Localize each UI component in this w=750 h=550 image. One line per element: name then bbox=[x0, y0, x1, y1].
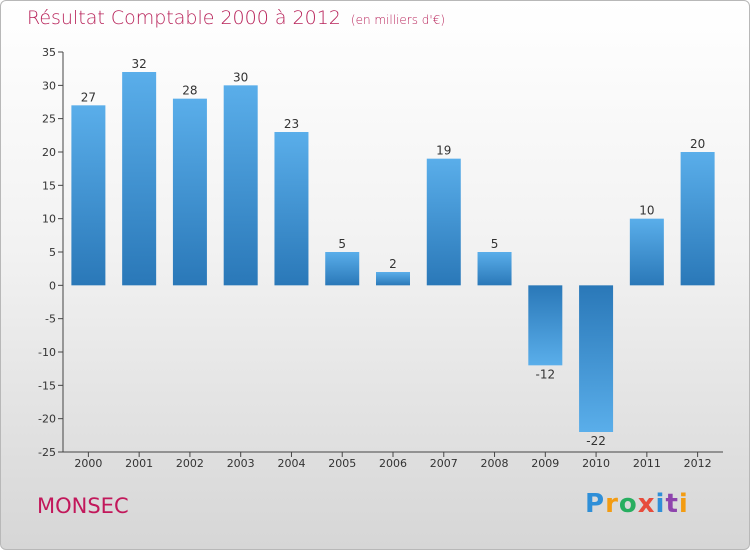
y-tick-label: -20 bbox=[38, 413, 56, 426]
bar bbox=[477, 252, 512, 286]
x-tick-label: 2005 bbox=[328, 457, 356, 470]
logo-letter: t bbox=[665, 489, 679, 519]
chart-bars bbox=[71, 72, 715, 432]
x-tick-label: 2001 bbox=[125, 457, 153, 470]
x-tick-label: 2010 bbox=[582, 457, 610, 470]
y-tick-label: -5 bbox=[45, 313, 56, 326]
bar bbox=[223, 85, 258, 286]
y-tick-label: -10 bbox=[38, 346, 56, 359]
data-label: 2 bbox=[389, 257, 397, 271]
x-tick-label: 2000 bbox=[74, 457, 102, 470]
x-tick-label: 2008 bbox=[481, 457, 509, 470]
data-label: 5 bbox=[491, 237, 499, 251]
logo-letter: i bbox=[678, 489, 689, 519]
x-tick-label: 2012 bbox=[684, 457, 712, 470]
x-tick-label: 2002 bbox=[176, 457, 204, 470]
x-tick-label: 2007 bbox=[430, 457, 458, 470]
x-tick-label: 2011 bbox=[633, 457, 661, 470]
chart-title: Résultat Comptable 2000 à 2012 (en millie… bbox=[27, 7, 445, 29]
x-tick-label: 2006 bbox=[379, 457, 407, 470]
bar bbox=[680, 152, 715, 286]
data-label: 28 bbox=[182, 84, 197, 98]
data-label: 19 bbox=[436, 144, 451, 158]
y-tick-label: 30 bbox=[42, 79, 56, 92]
y-tick-label: 0 bbox=[49, 279, 56, 292]
logo-letter: i bbox=[655, 489, 666, 519]
data-label: -22 bbox=[586, 434, 606, 448]
data-label: 27 bbox=[81, 90, 96, 104]
bar bbox=[122, 72, 157, 286]
commune-name: MONSEC bbox=[37, 494, 129, 518]
bar bbox=[579, 285, 614, 432]
y-tick-label: 25 bbox=[42, 113, 56, 126]
bar bbox=[71, 105, 106, 286]
data-label: 20 bbox=[690, 137, 705, 151]
chart-title-text: Résultat Comptable 2000 à 2012 bbox=[27, 7, 341, 29]
logo-letter: o bbox=[618, 489, 638, 519]
y-tick-label: 35 bbox=[42, 46, 56, 59]
x-tick-label: 2009 bbox=[531, 457, 559, 470]
x-tick-label: 2004 bbox=[277, 457, 305, 470]
logo-letter: r bbox=[605, 489, 619, 519]
data-label: 5 bbox=[338, 237, 346, 251]
chart-subtitle: (en milliers d'€) bbox=[350, 13, 446, 27]
y-tick-label: 20 bbox=[42, 146, 56, 159]
y-tick-label: 5 bbox=[49, 246, 56, 259]
data-label: 23 bbox=[284, 117, 299, 131]
data-label: 32 bbox=[132, 57, 147, 71]
bar bbox=[528, 285, 563, 366]
bar bbox=[376, 272, 410, 286]
chart-data-labels: 27 32 28 30 23 5 2 19 5 -12 -22 10 20 bbox=[81, 57, 706, 448]
y-tick-label: 10 bbox=[42, 213, 56, 226]
logo-letter: x bbox=[637, 489, 656, 519]
bar bbox=[325, 252, 360, 286]
bar bbox=[172, 98, 207, 286]
bar bbox=[426, 158, 461, 286]
bar bbox=[274, 132, 309, 286]
data-label: -12 bbox=[536, 367, 556, 381]
logo-letter: P bbox=[585, 489, 606, 519]
data-label: 30 bbox=[233, 70, 248, 84]
x-tick-label: 2003 bbox=[227, 457, 255, 470]
y-tick-label: -25 bbox=[38, 446, 56, 459]
proxiti-logo: Proxiti bbox=[585, 489, 689, 519]
y-tick-label: -15 bbox=[38, 379, 56, 392]
y-tick-label: 15 bbox=[42, 179, 56, 192]
bar bbox=[629, 218, 664, 286]
data-label: 10 bbox=[639, 204, 654, 218]
